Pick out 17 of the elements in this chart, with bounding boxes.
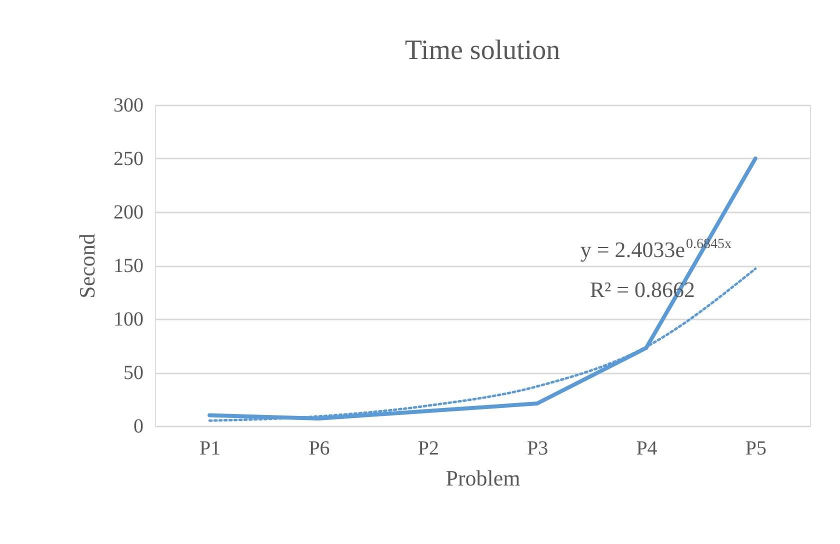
y-tick-label: 250 [114, 148, 144, 170]
y-tick-label: 200 [114, 202, 144, 224]
y-tick-label: 100 [114, 308, 144, 330]
y-tick-label: 50 [124, 362, 144, 384]
y-tick-label: 0 [134, 416, 144, 438]
y-axis-title: Second [74, 234, 100, 298]
x-tick-label: P5 [745, 438, 766, 460]
x-tick-label: P3 [527, 438, 548, 460]
x-tick-label: P1 [200, 438, 221, 460]
line-series [208, 156, 758, 421]
x-tick-label: P4 [636, 438, 658, 460]
x-tick-label: P2 [418, 438, 439, 460]
y-tick-label: 300 [114, 94, 144, 116]
x-axis-title: Problem [446, 466, 520, 490]
x-tick-label: P6 [308, 438, 330, 460]
chart-title: Time solution [404, 35, 560, 66]
y-tick-label: 150 [114, 255, 144, 277]
